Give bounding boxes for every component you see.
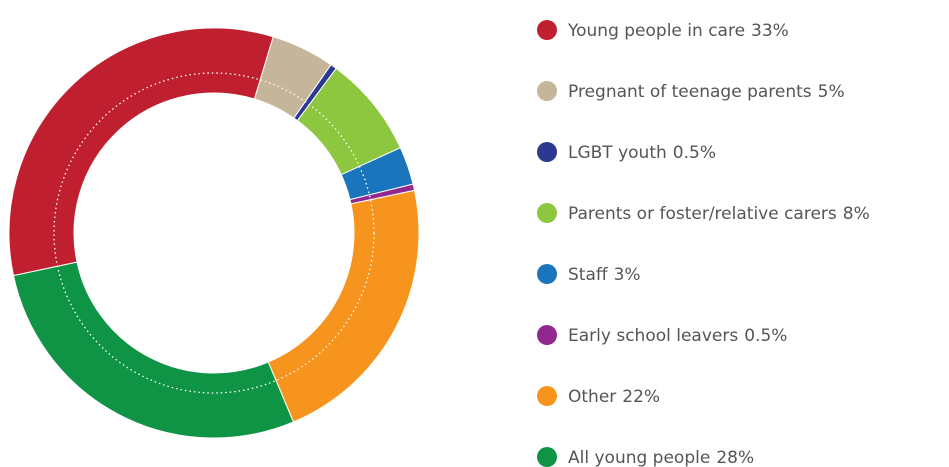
legend-label: Early school leavers 0.5%: [568, 326, 787, 346]
legend-label: Young people in care 33%: [567, 21, 789, 41]
legend-name: Pregnant of teenage parents: [568, 82, 812, 102]
legend-swatch: [537, 20, 557, 40]
dotted-ring: [53, 72, 375, 394]
donut-segment: [12, 261, 295, 439]
legend-label: Pregnant of teenage parents 5%: [568, 82, 845, 102]
donut-segment: [267, 189, 420, 423]
legend-name: Staff: [568, 265, 609, 285]
legend-label: Parents or foster/relative carers 8%: [568, 204, 870, 224]
legend-value: 0.5%: [744, 326, 787, 346]
legend-name: All young people: [568, 448, 710, 467]
legend-swatch: [537, 264, 557, 284]
legend-name: Parents or foster/relative carers: [568, 204, 837, 224]
donut-segment: [8, 27, 274, 277]
legend-value: 0.5%: [673, 143, 716, 163]
legend-name: LGBT youth: [568, 143, 667, 163]
legend-label: Staff 3%: [568, 265, 641, 285]
legend-name: Other: [568, 387, 616, 407]
legend-label: LGBT youth 0.5%: [568, 143, 716, 163]
legend-value: 3%: [614, 265, 641, 285]
legend-name: Young people in care: [567, 21, 745, 41]
legend-label: All young people 28%: [568, 448, 754, 467]
legend-value: 5%: [818, 82, 845, 102]
legend-value: 33%: [751, 21, 789, 41]
legend-swatch: [537, 325, 557, 345]
legend-value: 8%: [843, 204, 870, 224]
legend-name: Early school leavers: [568, 326, 738, 346]
legend-label: Other 22%: [568, 387, 660, 407]
legend-swatch: [537, 386, 557, 406]
legend-swatch: [537, 447, 557, 467]
legend-value: 22%: [622, 387, 660, 407]
legend-swatch: [537, 203, 557, 223]
legend-swatch: [537, 81, 557, 101]
legend-value: 28%: [716, 448, 754, 467]
legend-swatch: [537, 142, 557, 162]
